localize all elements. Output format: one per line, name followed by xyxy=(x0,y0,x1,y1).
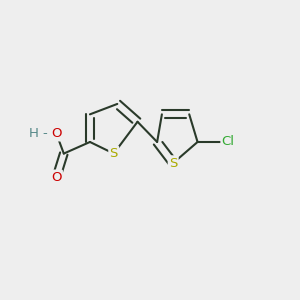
Text: -: - xyxy=(42,127,47,140)
Text: S: S xyxy=(169,157,177,169)
Text: O: O xyxy=(51,171,62,184)
Text: O: O xyxy=(51,127,62,140)
Text: Cl: Cl xyxy=(222,136,235,148)
Text: H: H xyxy=(29,127,39,140)
Text: S: S xyxy=(110,147,118,160)
